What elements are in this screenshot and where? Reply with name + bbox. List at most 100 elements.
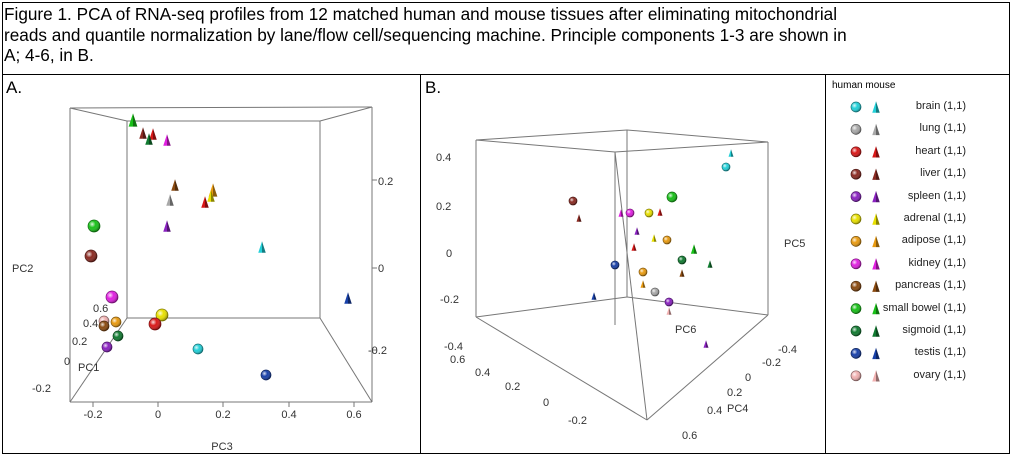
pc4-tick-label: -0.2 bbox=[762, 357, 781, 369]
pc6-tick-label: 0.4 bbox=[475, 367, 490, 379]
legend-human-marker bbox=[850, 191, 862, 202]
point-sigmoid-human bbox=[112, 330, 124, 342]
point-adrenal-mouse bbox=[651, 234, 657, 242]
pc5-tick-label: 0.4 bbox=[436, 152, 451, 164]
point-adrenal-human bbox=[644, 208, 654, 218]
legend-label: lung (1,1) bbox=[919, 122, 966, 135]
pc5-tick-label: 0 bbox=[446, 248, 452, 260]
legend-header: human mouse bbox=[832, 80, 895, 91]
point-adipose-human bbox=[638, 267, 648, 277]
pc1-tick-label: 0.2 bbox=[72, 336, 87, 348]
pc2-axis-label: PC2 bbox=[12, 263, 33, 275]
legend-human-marker bbox=[850, 124, 862, 135]
pc3-tick-label: -0.2 bbox=[84, 409, 103, 421]
legend-mouse-marker bbox=[872, 280, 880, 292]
legend-mouse-marker bbox=[872, 302, 880, 315]
point-kidney-human bbox=[105, 290, 119, 304]
legend-mouse-marker bbox=[872, 123, 880, 136]
point-small-bowel-mouse bbox=[128, 113, 138, 127]
legend-label: liver (1,1) bbox=[920, 167, 966, 180]
point-testis-human bbox=[260, 369, 272, 381]
panel-divider-b bbox=[825, 74, 826, 454]
legend-mouse-marker bbox=[872, 190, 880, 203]
point-brain-mouse bbox=[258, 241, 266, 253]
point-small-bowel-human bbox=[666, 191, 678, 203]
point-kidney-human bbox=[625, 208, 635, 218]
panel-a-box bbox=[69, 106, 373, 403]
pc3-tick-label: 0.4 bbox=[281, 409, 296, 421]
legend-human-marker bbox=[850, 236, 862, 247]
legend-human-marker bbox=[850, 168, 862, 180]
point-heart-mouse bbox=[657, 208, 663, 216]
legend-human-marker bbox=[850, 303, 862, 314]
point-sigmoid-mouse bbox=[707, 260, 713, 268]
legend-label: testis (1,1) bbox=[914, 346, 966, 359]
legend-human-marker bbox=[850, 146, 862, 158]
point-brain-human bbox=[192, 343, 204, 355]
panel-b-box bbox=[475, 129, 769, 421]
pc4-tick-label: 0.6 bbox=[682, 430, 697, 442]
pc1-tick-label: 0 bbox=[64, 356, 70, 368]
legend-human-marker bbox=[850, 213, 862, 225]
pc5-tick-label: -0.2 bbox=[440, 294, 459, 306]
point-spleen-human bbox=[664, 297, 674, 307]
figure-frame bbox=[2, 2, 1010, 454]
pc3-axis-label: PC3 bbox=[211, 441, 232, 453]
pc6-tick-label: -0.4 bbox=[444, 341, 463, 353]
pc4-tick-label: 0.4 bbox=[707, 405, 722, 417]
point-pancreas-human bbox=[98, 320, 110, 332]
pc5-axis-label: PC5 bbox=[784, 238, 805, 250]
pc1-tick-label: 0.6 bbox=[93, 303, 108, 315]
legend-label: spleen (1,1) bbox=[907, 189, 966, 202]
point-liver-human bbox=[568, 196, 578, 206]
point-adipose-human bbox=[110, 316, 122, 328]
pc4-tick-label: -0.4 bbox=[778, 344, 797, 356]
legend-mouse-marker bbox=[872, 146, 880, 158]
legend-human-marker bbox=[850, 370, 862, 382]
point-kidney-mouse bbox=[163, 134, 171, 146]
legend-mouse-marker bbox=[872, 347, 880, 360]
legend-mouse-marker bbox=[872, 213, 880, 225]
point-liver-human bbox=[84, 249, 98, 263]
point-ovary-mouse bbox=[666, 307, 672, 315]
point-spleen-mouse bbox=[634, 227, 640, 235]
legend-mouse-header: mouse bbox=[865, 80, 896, 91]
point-spleen-mouse bbox=[703, 340, 709, 348]
legend-human-marker bbox=[850, 280, 862, 292]
legend-label: small bowel (1,1) bbox=[882, 301, 966, 314]
markers bbox=[84, 101, 880, 382]
point-spleen-mouse bbox=[163, 220, 171, 232]
panel-b-label: B. bbox=[425, 78, 442, 97]
pc3-tick-label: 0.2 bbox=[215, 409, 230, 421]
legend-label: sigmoid (1,1) bbox=[902, 324, 966, 336]
legend-mouse-marker bbox=[872, 235, 880, 248]
panel-a-label: A. bbox=[6, 78, 23, 97]
point-testis-human bbox=[610, 260, 620, 270]
point-heart-mouse bbox=[201, 196, 209, 208]
pc3-tick-label: 0 bbox=[155, 409, 161, 421]
point-sigmoid-mouse bbox=[145, 133, 153, 145]
point-spleen-human bbox=[101, 341, 113, 353]
pc6-axis-label: PC6 bbox=[675, 324, 696, 336]
pc6-tick-label: -0.2 bbox=[568, 415, 587, 427]
legend-label: adipose (1,1) bbox=[901, 234, 966, 247]
pc5-tick-label: 0.2 bbox=[436, 201, 451, 213]
pc1-axis-label: PC1 bbox=[78, 362, 99, 374]
legend-mouse-marker bbox=[872, 101, 880, 113]
panel-divider-a bbox=[420, 74, 421, 454]
legend-human-marker bbox=[850, 101, 862, 113]
point-liver-mouse bbox=[576, 214, 582, 222]
legend-label: pancreas (1,1) bbox=[895, 279, 966, 292]
legend-label: kidney (1,1) bbox=[908, 256, 966, 269]
point-small-bowel-mouse bbox=[690, 244, 698, 254]
point-pancreas-mouse bbox=[171, 179, 179, 191]
pc2-tick-label: 0 bbox=[378, 263, 384, 275]
point-adipose-mouse bbox=[640, 280, 646, 288]
point-lung-mouse bbox=[166, 194, 174, 206]
pc3-tick-label: 0.6 bbox=[346, 409, 361, 421]
legend-mouse-marker bbox=[872, 325, 880, 337]
pc2-tick-label: -0.2 bbox=[368, 345, 387, 357]
legend-human-header: human bbox=[832, 80, 863, 91]
point-testis-mouse bbox=[591, 292, 597, 300]
point-heart-human bbox=[148, 317, 162, 331]
